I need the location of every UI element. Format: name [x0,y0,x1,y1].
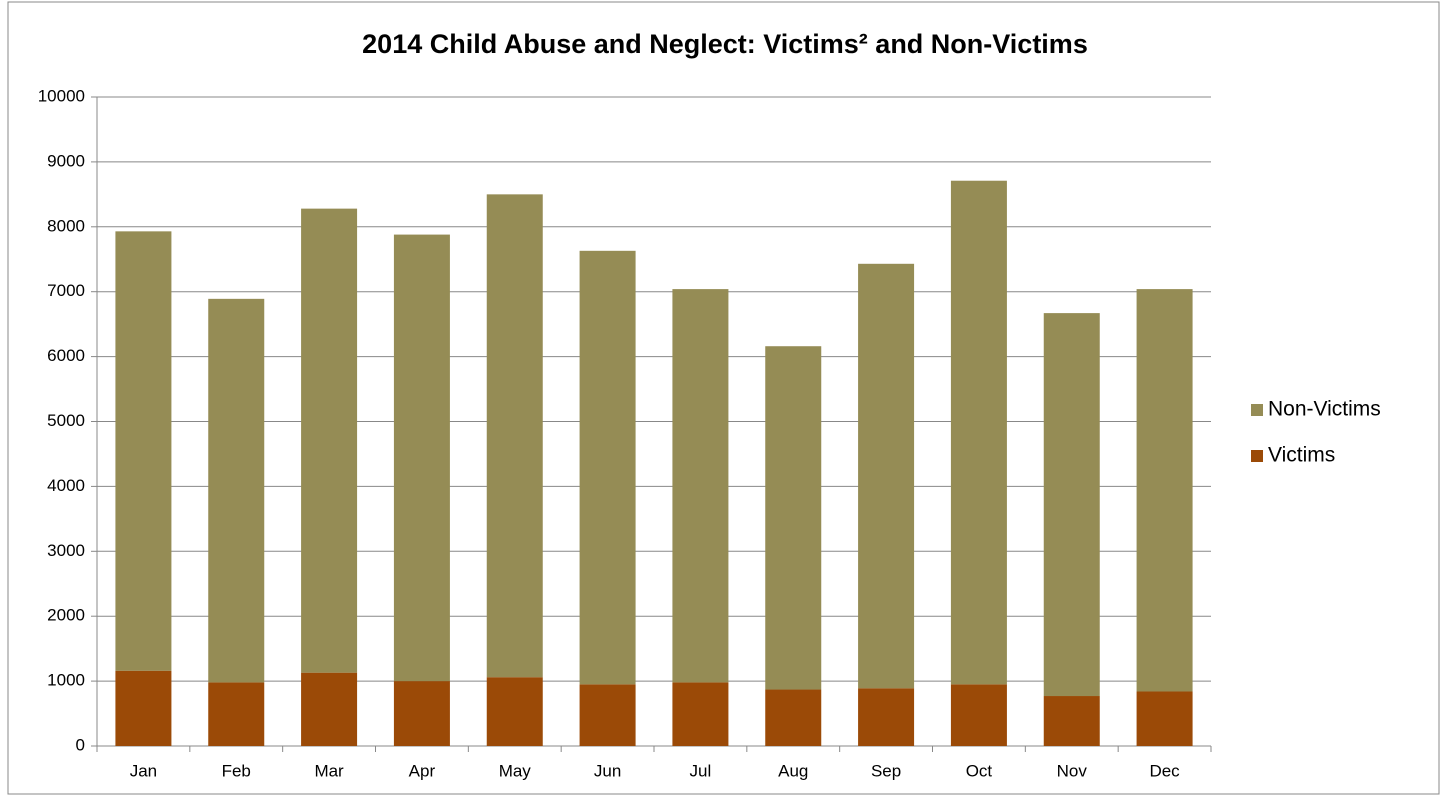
x-tick-label: Dec [1149,761,1180,780]
bar-segment [858,263,915,689]
x-tick-label: Feb [222,761,251,780]
x-tick-label: Mar [314,761,344,780]
legend-label: Non-Victims [1268,398,1381,421]
x-tick-label: Jun [594,761,621,780]
chart-title: 2014 Child Abuse and Neglect: Victims² a… [362,29,1088,59]
y-tick-label: 7000 [47,281,85,300]
bar-segment [1136,289,1193,692]
bar-segment [950,180,1007,685]
y-tick-label: 6000 [47,346,85,365]
x-tick-label: Nov [1057,761,1088,780]
y-tick-label: 8000 [47,216,85,235]
bar-segment [858,688,915,746]
bar-segment [115,670,172,746]
legend-label: Victims [1268,444,1335,467]
x-tick-label: Apr [409,761,436,780]
x-tick-label: May [499,761,532,780]
x-tick-label: Jan [130,761,157,780]
bar-segment [672,682,729,746]
bar-segment [486,194,543,678]
bar-segment [765,346,822,690]
bar-segment [765,689,822,746]
bar-segment [1136,691,1193,746]
legend-swatch [1251,450,1263,462]
y-tick-label: 0 [76,735,85,754]
y-tick-label: 9000 [47,151,85,170]
y-tick-label: 3000 [47,541,85,560]
bar-segment [672,289,729,683]
bar-segment [579,250,636,685]
y-tick-label: 10000 [38,86,85,105]
bar-segment [1043,313,1100,697]
y-tick-label: 4000 [47,476,85,495]
y-tick-label: 2000 [47,606,85,625]
bar-segment [208,682,265,746]
bar-segment [393,234,450,682]
bar-segment [486,677,543,746]
x-tick-label: Aug [778,761,808,780]
y-tick-label: 5000 [47,411,85,430]
bar-segment [301,672,358,746]
x-tick-label: Sep [871,761,901,780]
x-tick-label: Oct [966,761,993,780]
bar-segment [115,231,172,671]
y-tick-label: 1000 [47,671,85,690]
bar-segment [393,681,450,746]
bar-segment [950,684,1007,746]
legend-swatch [1251,404,1263,416]
bar-segment [1043,696,1100,746]
bar-segment [579,684,636,746]
x-tick-label: Jul [690,761,712,780]
bar-segment [301,208,358,673]
bar-segment [208,298,265,683]
